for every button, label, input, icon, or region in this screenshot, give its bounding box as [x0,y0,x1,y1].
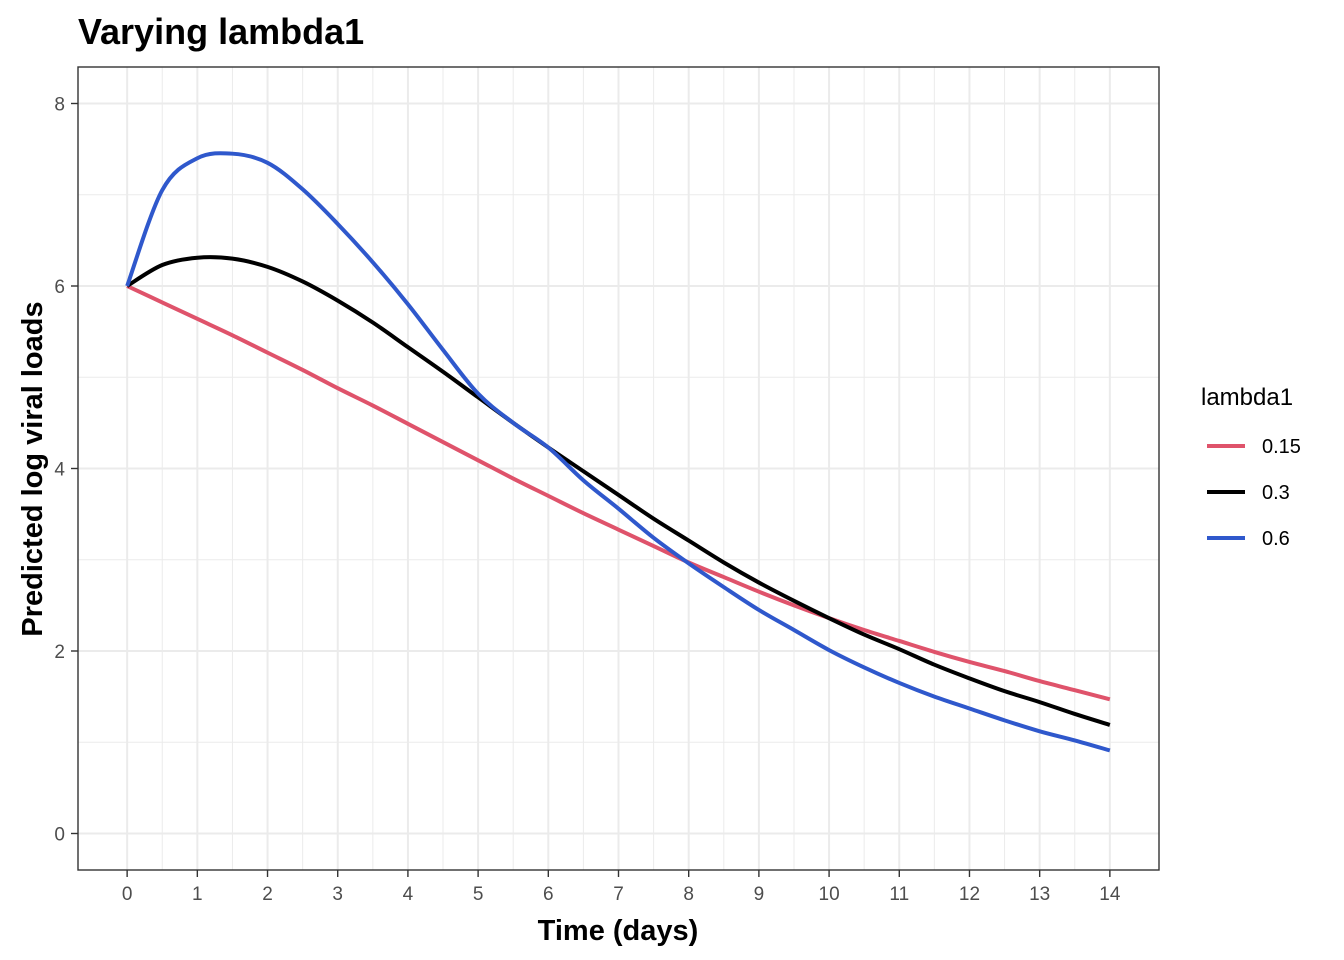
y-tick-label: 2 [54,642,65,663]
x-tick-label: 4 [403,884,414,905]
y-tick-label: 8 [54,95,65,116]
x-tick-label: 1 [192,884,203,905]
x-tick-label: 3 [332,884,343,905]
x-axis-title: Time (days) [538,915,699,947]
y-axis-title: Predicted log viral loads [17,301,49,636]
chart-title: Varying lambda1 [78,11,364,52]
x-tick-label: 14 [1099,884,1121,905]
y-tick-label: 4 [54,460,65,481]
x-tick-label: 10 [819,884,840,905]
x-tick-label: 0 [122,884,133,905]
major-gridlines [78,67,1159,870]
y-tick-label: 6 [54,277,65,298]
series-line-0-15 [126,284,1111,702]
x-tick-label: 2 [262,884,273,905]
x-tick-label: 6 [543,884,554,905]
legend-title: lambda1 [1201,384,1293,411]
y-axis: 0 2 4 6 8 [54,95,78,846]
series-line-0-6 [125,151,1111,753]
x-tick-label: 13 [1029,884,1050,905]
legend-label: 0.6 [1262,528,1290,550]
x-tick-label: 5 [473,884,484,905]
series-line-0-3 [126,255,1111,727]
x-tick-label: 11 [889,884,909,905]
legend-label: 0.15 [1262,436,1301,458]
series-lines [125,151,1111,753]
legend-label: 0.3 [1262,482,1290,504]
x-tick-label: 9 [754,884,765,905]
y-tick-label: 0 [54,825,65,846]
legend: lambda1 0.15 0.3 0.6 [1201,384,1301,550]
x-tick-label: 8 [683,884,694,905]
x-tick-label: 12 [959,884,980,905]
x-tick-label: 7 [613,884,624,905]
x-axis: 0 1 2 3 4 5 6 7 8 9 10 11 12 13 14 [122,870,1121,905]
